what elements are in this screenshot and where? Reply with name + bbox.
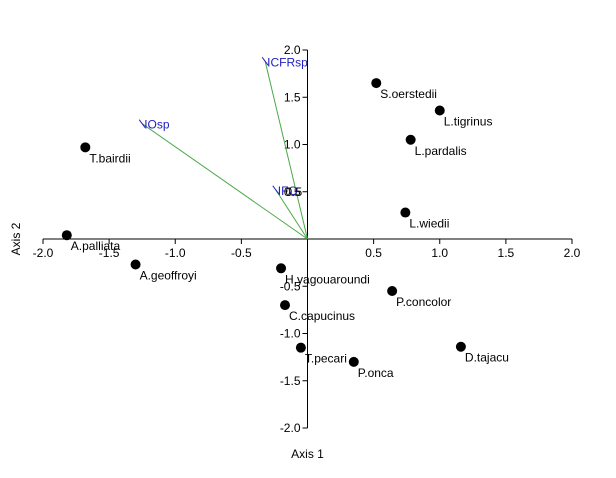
point-h-yagouaroundi [276,263,287,274]
point-t-pecari [295,342,306,353]
point-label: T.pecari [305,352,347,366]
x-ticks: -2.0 -1.5 -1.0 -0.5 0.5 1.0 1.5 2.0 [33,239,581,260]
y-ticks: 2.0 1.5 1.0 0.5 -0.5 -1.0 -1.5 -2.0 [280,43,308,435]
point-label: C.capucinus [289,309,355,323]
y-axis-title: Axis 2 [9,222,23,255]
point-p-onca [348,356,359,367]
point-label: T.bairdii [89,151,130,165]
vector-icfrsp-line [264,61,308,240]
point-l-wiedii [400,207,411,218]
vector-ifo-label: IFO [278,184,298,198]
point-l-tigrinus [434,105,445,116]
x-tick-label: 1.5 [498,246,515,260]
y-tick-label: 1.0 [284,138,301,152]
x-tick-label: 1.0 [431,246,448,260]
point-label: L.tigrinus [444,114,493,128]
x-tick-label: 2.0 [564,246,581,260]
vector-iosp-tip [138,119,146,129]
vector-icfrsp-tip [261,57,269,66]
point-t-bairdii [80,142,91,153]
point-d-tajacu [455,341,466,352]
points: S.oerstedii L.tigrinus L.pardalis T.bairdii… [61,78,509,380]
vector-iosp-label: IOsp [144,118,170,132]
y-tick-label: 1.5 [284,90,301,104]
axes: -2.0 -1.5 -1.0 -0.5 0.5 1.0 1.5 2.0 2.0 1.5 1.0 0.… [33,43,581,435]
point-label: A.palliata [71,239,121,253]
point-label: P.onca [358,366,394,380]
point-label: D.tajacu [465,351,509,365]
x-tick-label: -2.0 [33,246,54,260]
point-l-pardalis [405,134,416,145]
point-a-geoffroyi [130,259,141,270]
x-tick-label: -0.5 [231,246,252,260]
x-tick-label: -1.0 [165,246,186,260]
x-tick-label: -1.5 [99,246,120,260]
y-tick-label: -2.0 [280,421,301,435]
x-tick-label: 0.5 [365,246,382,260]
point-c-capucinus [280,300,291,311]
y-tick-label: -1.5 [280,374,301,388]
point-p-concolor [387,285,398,296]
vector-ifo-tip [272,185,280,195]
point-label: S.oerstedii [380,87,437,101]
point-label: L.wiedii [409,217,449,231]
point-label: A.geoffroyi [140,269,197,283]
point-s-oerstedii [371,78,382,89]
y-tick-label: -1.0 [280,327,301,341]
point-label: H.yagouaroundi [285,272,370,286]
vector-ifo-line [275,189,308,240]
point-label: P.concolor [396,295,451,309]
x-axis-title: Axis 1 [291,447,324,461]
vector-iosp-line [141,123,308,240]
point-a-palliata [61,230,72,241]
y-tick-label: -0.5 [280,279,301,293]
overlap-tick-label: 0.5 [286,185,303,199]
y-tick-label: 2.0 [284,43,301,57]
point-label: L.pardalis [415,144,467,158]
vector-icfrsp-label: ICFRsp [267,55,308,69]
